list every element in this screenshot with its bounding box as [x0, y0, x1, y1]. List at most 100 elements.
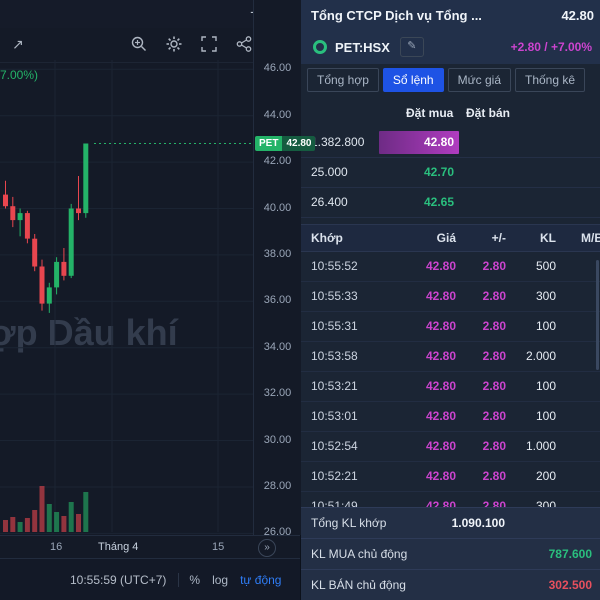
trade-row[interactable]: 10:52:54 42.80 2.80 1.000: [301, 432, 600, 462]
trade-volume: 2.000: [525, 349, 556, 363]
trade-volume: 300: [535, 499, 556, 507]
trade-row[interactable]: 10:53:21 42.80 2.80 100: [301, 372, 600, 402]
order-book-rows: 1.382.800 42.80 25.000 42.70 26.400 42.65: [301, 128, 600, 218]
fullscreen-icon[interactable]: [200, 35, 218, 58]
trade-row[interactable]: 10:55:33 42.80 2.80 300: [301, 282, 600, 312]
trade-volume: 300: [535, 289, 556, 303]
panel-tabs: Tổng hợp Sổ lệnh Mức giá Thống kê: [307, 68, 586, 92]
market-status-icon: [313, 40, 327, 54]
price-tag-value: 42.80: [282, 136, 316, 151]
trade-time: 10:53:21: [311, 379, 358, 393]
col-side: M/B: [581, 231, 600, 245]
order-book-row[interactable]: 25.000 42.70: [301, 158, 600, 188]
trade-change: 2.80: [482, 319, 506, 333]
bid-volume: 25.000: [311, 165, 348, 179]
trade-volume: 100: [535, 409, 556, 423]
price-tag-symbol: PET: [255, 136, 283, 151]
depth-bar: 42.80: [379, 131, 459, 154]
trade-volume: 1.000: [525, 439, 556, 453]
col-price: Giá: [436, 231, 456, 245]
scrollbar-thumb[interactable]: [596, 260, 599, 370]
trade-change: 2.80: [482, 439, 506, 453]
time-axis-label: 16: [50, 541, 63, 553]
bid-price: 42.70: [423, 165, 454, 179]
time-axis[interactable]: 16 Tháng 4 15 »: [0, 535, 300, 559]
trades-table-header: Khớp Giá +/- KL M/B: [301, 224, 600, 252]
trade-price: 42.80: [425, 439, 456, 453]
percent-scale-toggle[interactable]: %: [189, 573, 201, 587]
trade-price: 42.80: [425, 499, 456, 507]
symbol-watermark: ợp Dầu khí: [0, 312, 178, 353]
summary-row: KL MUA chủ động 787.600: [301, 539, 600, 570]
price-axis-tick: 46.00: [263, 62, 292, 74]
trade-row[interactable]: 10:52:21 42.80 2.80 200: [301, 462, 600, 492]
trade-time: 10:52:54: [311, 439, 358, 453]
trade-row[interactable]: 10:53:58 42.80 2.80 2.000: [301, 342, 600, 372]
trend-line-tool-icon[interactable]: ↗: [12, 36, 24, 52]
tab-mức-giá[interactable]: Mức giá: [447, 68, 511, 92]
trade-row[interactable]: 10:55:31 42.80 2.80 100: [301, 312, 600, 342]
trade-change: 2.80: [482, 379, 506, 393]
price-axis-tick: 30.00: [263, 434, 292, 446]
trade-row[interactable]: 10:53:01 42.80 2.80 100: [301, 402, 600, 432]
trade-volume: 100: [535, 379, 556, 393]
col-matched: Khớp: [311, 231, 343, 245]
panel-header: Tổng CTCP Dịch vụ Tổng ... 42.80: [301, 0, 600, 30]
price-axis-tick: 32.00: [263, 387, 292, 399]
bid-price: 42.65: [423, 195, 454, 209]
trade-change: 2.80: [482, 289, 506, 303]
trade-change: 2.80: [482, 499, 506, 507]
trade-row[interactable]: 10:51:49 42.80 2.80 300: [301, 492, 600, 507]
tab-sổ-lệnh[interactable]: Sổ lệnh: [382, 68, 444, 92]
order-book-row[interactable]: 26.400 42.65: [301, 188, 600, 218]
trade-time: 10:51:49: [311, 499, 358, 507]
auto-scale-toggle[interactable]: tự động: [240, 573, 282, 587]
log-scale-toggle[interactable]: log: [212, 573, 229, 587]
price-axis-tick: 44.00: [263, 109, 292, 121]
tab-thống-kê[interactable]: Thống kê: [515, 68, 586, 92]
price-axis-tick: 42.00: [263, 155, 292, 167]
trade-time: 10:52:21: [311, 469, 358, 483]
col-change: +/-: [491, 231, 506, 245]
summary-value: 1.090.100: [451, 516, 505, 530]
company-name: Tổng CTCP Dịch vụ Tổng ...: [311, 7, 482, 23]
buy-side-header: Đặt mua: [406, 106, 454, 120]
trade-price: 42.80: [425, 259, 456, 273]
trade-change: 2.80: [482, 259, 506, 273]
summary-row: KL BÁN chủ động 302.500: [301, 570, 600, 600]
summary-label: KL MUA chủ động: [311, 547, 408, 561]
trade-volume: 100: [535, 319, 556, 333]
trades-list: 10:55:52 42.80 2.80 500 10:55:33 42.80 2.80 300…: [301, 252, 600, 507]
last-price-tag: PET 42.80: [255, 136, 316, 151]
trade-price: 42.80: [425, 289, 456, 303]
time-axis-label: 15: [212, 541, 225, 553]
edit-pencil-icon[interactable]: ✎: [399, 37, 424, 57]
summary-value: 787.600: [548, 547, 592, 561]
candlestick-chart[interactable]: [0, 60, 253, 538]
settings-gear-icon[interactable]: [165, 35, 183, 58]
share-icon[interactable]: [235, 35, 253, 58]
trade-time: 10:53:01: [311, 409, 358, 423]
order-book-header: Đặt mua Đặt bán: [301, 102, 600, 126]
tab-tổng-hợp[interactable]: Tổng hợp: [307, 68, 379, 92]
last-price: 42.80: [561, 7, 594, 23]
trade-price: 42.80: [425, 349, 456, 363]
order-book-row[interactable]: 1.382.800 42.80: [301, 128, 600, 158]
bid-volume: 1.382.800: [311, 135, 365, 149]
sell-side-header: Đặt bán: [466, 106, 511, 120]
chart-footer: 10:55:59 (UTC+7) % log tự động: [0, 558, 300, 600]
trade-row[interactable]: 10:55:52 42.80 2.80 500: [301, 252, 600, 282]
go-to-realtime-button[interactable]: »: [258, 539, 276, 557]
price-axis[interactable]: 46.00 44.00 42.00 40.00 38.00 36.00 34.00 32.00…: [253, 0, 316, 538]
trade-price: 42.80: [425, 469, 456, 483]
symbol-ticker: PET:HSX: [335, 39, 390, 55]
price-axis-tick: 28.00: [263, 480, 292, 492]
bid-price: 42.80: [423, 135, 454, 149]
zoom-in-icon[interactable]: [130, 35, 148, 58]
time-axis-label-month: Tháng 4: [98, 541, 139, 553]
col-volume: KL: [540, 231, 556, 245]
volume-summary: Tổng KL khớp 1.090.100 KL MUA chủ động 787.…: [301, 507, 600, 600]
trade-volume: 500: [535, 259, 556, 273]
trade-time: 10:55:31: [311, 319, 358, 333]
